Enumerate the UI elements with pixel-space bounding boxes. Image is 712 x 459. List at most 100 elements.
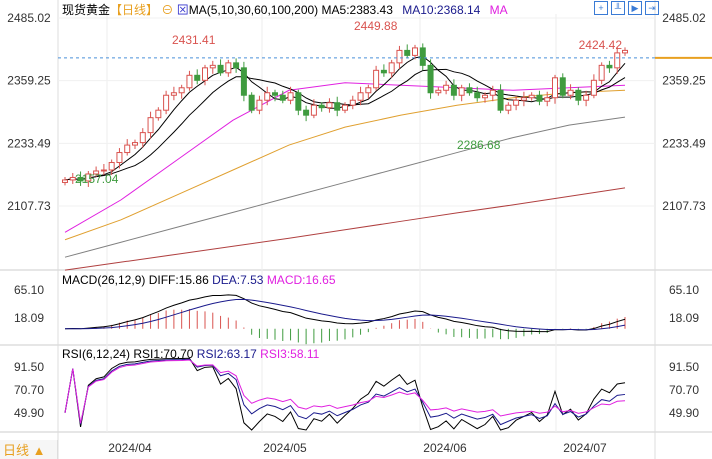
candle-body bbox=[132, 142, 138, 146]
candle-body bbox=[147, 117, 154, 134]
candle-body bbox=[365, 87, 372, 94]
price-tick-right: 2485.02 bbox=[662, 11, 706, 25]
price-tick-left: 2107.73 bbox=[7, 199, 51, 213]
candle-body bbox=[225, 62, 232, 74]
candle-body bbox=[373, 69, 380, 89]
symbol-name: 现货黄金 bbox=[62, 3, 111, 17]
period-label[interactable]: 【日线】 bbox=[110, 3, 159, 17]
ma-line-ma200 bbox=[64, 187, 626, 271]
date-tick: 2024/06 bbox=[423, 441, 467, 455]
candle-body bbox=[380, 69, 387, 74]
candle-body bbox=[606, 64, 613, 69]
candle-body bbox=[100, 169, 107, 172]
macd-diff: DIFF:15.86 bbox=[148, 273, 209, 287]
forward-icon[interactable]: ⇥ bbox=[645, 1, 659, 15]
candle-body bbox=[124, 144, 131, 154]
candle-body bbox=[326, 102, 333, 109]
ma-label: MA(5,10,30,60,100,200) bbox=[188, 3, 319, 17]
candle-body bbox=[544, 97, 551, 102]
candle-body bbox=[497, 89, 504, 111]
candle-body bbox=[287, 92, 294, 101]
rsi-tick-right: 49.90 bbox=[669, 406, 699, 420]
candle-icon[interactable]: ╨ bbox=[611, 1, 625, 15]
macd-dea: DEA:7.53 bbox=[212, 273, 264, 287]
candle-body bbox=[505, 104, 512, 111]
candle-body bbox=[458, 87, 465, 96]
rsi-tick-right: 91.50 bbox=[669, 360, 699, 374]
candle-body bbox=[349, 99, 356, 106]
candle-body bbox=[256, 99, 263, 111]
price-annotation-high: 2424.42 bbox=[579, 38, 623, 52]
candle-body bbox=[93, 170, 100, 175]
candle-body bbox=[552, 77, 558, 99]
candle-body bbox=[310, 104, 317, 116]
ma10-value: MA10:2368.14 bbox=[402, 3, 481, 17]
macd-tick-right: 18.09 bbox=[669, 311, 699, 325]
candle-body bbox=[598, 64, 605, 81]
candle-body bbox=[202, 67, 208, 81]
rsi-tick-left: 91.50 bbox=[14, 360, 44, 374]
candle-body bbox=[272, 92, 278, 96]
ma-line-ma100 bbox=[64, 116, 626, 258]
candle-body bbox=[342, 104, 348, 111]
lock-icon[interactable]: ⊖ bbox=[161, 3, 174, 17]
rsi-tick-left: 70.70 bbox=[14, 383, 44, 397]
play-icon[interactable]: ▶ bbox=[628, 1, 642, 15]
candle-body bbox=[575, 89, 582, 101]
ma5-value: MA5:2383.43 bbox=[321, 3, 393, 17]
rsi-line-6 bbox=[64, 357, 626, 431]
rsi1-value: RSI1:70.70 bbox=[133, 347, 194, 361]
candle-body bbox=[559, 77, 566, 96]
candle-body bbox=[419, 47, 426, 66]
price-tick-left: 2233.49 bbox=[7, 136, 51, 150]
candle-body bbox=[412, 47, 418, 56]
candle-body bbox=[279, 94, 286, 101]
candle-body bbox=[482, 94, 488, 99]
period-button[interactable]: 日线 ▲ bbox=[0, 440, 58, 459]
crosshair-icon[interactable]: + bbox=[594, 1, 608, 15]
candle-body bbox=[466, 87, 473, 94]
candle-body bbox=[186, 74, 193, 89]
candle-body bbox=[590, 79, 597, 96]
candle-body bbox=[427, 64, 434, 94]
macd-dea-line bbox=[64, 298, 626, 331]
rsi-label: RSI(6,12,24) bbox=[62, 347, 131, 361]
date-tick: 2024/05 bbox=[263, 441, 307, 455]
price-annotation-high: 2449.88 bbox=[354, 19, 398, 33]
candle-body bbox=[155, 109, 162, 119]
header-bar: 现货黄金【日线】 ⊖ ⊠MA(5,10,30,60,100,200) MA5:2… bbox=[62, 1, 508, 18]
candle-body bbox=[116, 152, 123, 164]
candle-body bbox=[513, 99, 520, 106]
candle-body bbox=[264, 92, 271, 101]
candle-body bbox=[614, 52, 621, 69]
candle-body bbox=[435, 89, 442, 94]
price-tick-left: 2359.25 bbox=[7, 74, 51, 88]
candle-body bbox=[69, 176, 76, 181]
price-tick-right: 2107.73 bbox=[662, 199, 706, 213]
price-tick-left: 2485.02 bbox=[7, 11, 51, 25]
candle-body bbox=[248, 94, 255, 111]
ma-settings-icon[interactable]: ⊠ bbox=[176, 3, 189, 17]
candle-body bbox=[528, 94, 535, 99]
candle-body bbox=[240, 67, 247, 96]
macd-label: MACD(26,12,9) bbox=[62, 273, 146, 287]
candle-body bbox=[474, 92, 481, 99]
candle-body bbox=[139, 132, 146, 144]
macd-tick-right: 65.10 bbox=[669, 283, 699, 297]
ma-more: MA bbox=[489, 3, 508, 17]
toolbar: + ╨ ▶ ⇥ bbox=[594, 1, 659, 15]
macd-value: MACD:16.65 bbox=[266, 273, 336, 287]
candle-body bbox=[295, 92, 302, 111]
candle-body bbox=[217, 64, 224, 74]
candle-body bbox=[404, 49, 411, 56]
price-tick-right: 2359.25 bbox=[662, 74, 706, 88]
candle-body bbox=[163, 94, 170, 111]
candle-body bbox=[489, 89, 496, 96]
price-tick-right: 2233.49 bbox=[662, 136, 706, 150]
macd-header: MACD(26,12,9) DIFF:15.86 DEA:7.53 MACD:1… bbox=[62, 273, 336, 287]
candle-body bbox=[443, 84, 450, 91]
macd-diff-line bbox=[64, 294, 626, 333]
macd-tick-left: 18.09 bbox=[14, 311, 44, 325]
